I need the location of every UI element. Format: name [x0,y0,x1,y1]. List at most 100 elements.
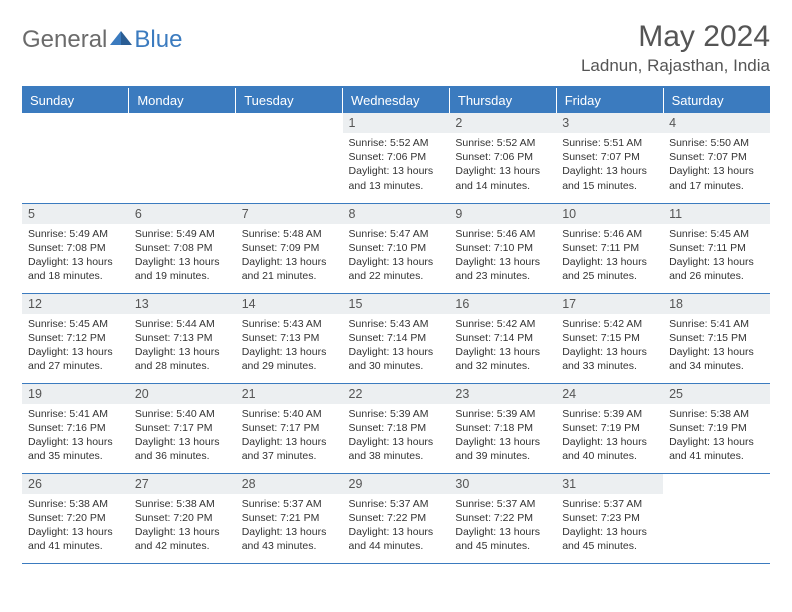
day-details: Sunrise: 5:41 AMSunset: 7:15 PMDaylight:… [663,314,770,378]
weekday-header: Sunday [22,87,129,113]
calendar-day-cell: 18Sunrise: 5:41 AMSunset: 7:15 PMDayligh… [663,293,770,383]
day-number: 21 [236,384,343,404]
calendar-day-cell: 21Sunrise: 5:40 AMSunset: 7:17 PMDayligh… [236,383,343,473]
calendar-day-cell: 2Sunrise: 5:52 AMSunset: 7:06 PMDaylight… [449,113,556,203]
day-details: Sunrise: 5:39 AMSunset: 7:18 PMDaylight:… [449,404,556,468]
title-block: May 2024 Ladnun, Rajasthan, India [581,20,770,76]
day-number: 31 [556,474,663,494]
calendar-day-cell: 27Sunrise: 5:38 AMSunset: 7:20 PMDayligh… [129,473,236,563]
day-details: Sunrise: 5:43 AMSunset: 7:13 PMDaylight:… [236,314,343,378]
location: Ladnun, Rajasthan, India [581,56,770,76]
day-number: 20 [129,384,236,404]
calendar-day-cell: 28Sunrise: 5:37 AMSunset: 7:21 PMDayligh… [236,473,343,563]
calendar-day-cell: 8Sunrise: 5:47 AMSunset: 7:10 PMDaylight… [343,203,450,293]
day-details: Sunrise: 5:46 AMSunset: 7:11 PMDaylight:… [556,224,663,288]
day-details: Sunrise: 5:48 AMSunset: 7:09 PMDaylight:… [236,224,343,288]
day-details: Sunrise: 5:52 AMSunset: 7:06 PMDaylight:… [449,133,556,197]
day-number: 6 [129,204,236,224]
weekday-header: Saturday [663,87,770,113]
calendar-week-row: 26Sunrise: 5:38 AMSunset: 7:20 PMDayligh… [22,473,770,563]
calendar-week-row: 19Sunrise: 5:41 AMSunset: 7:16 PMDayligh… [22,383,770,473]
day-details: Sunrise: 5:39 AMSunset: 7:18 PMDaylight:… [343,404,450,468]
calendar-day-cell: 22Sunrise: 5:39 AMSunset: 7:18 PMDayligh… [343,383,450,473]
day-details: Sunrise: 5:40 AMSunset: 7:17 PMDaylight:… [129,404,236,468]
calendar-table: SundayMondayTuesdayWednesdayThursdayFrid… [22,86,770,564]
logo-text-blue: Blue [134,26,182,54]
calendar-day-cell: 3Sunrise: 5:51 AMSunset: 7:07 PMDaylight… [556,113,663,203]
calendar-day-cell: . [236,113,343,203]
calendar-day-cell: 20Sunrise: 5:40 AMSunset: 7:17 PMDayligh… [129,383,236,473]
calendar-day-cell: 31Sunrise: 5:37 AMSunset: 7:23 PMDayligh… [556,473,663,563]
calendar-day-cell: . [22,113,129,203]
day-number: 10 [556,204,663,224]
weekday-header: Wednesday [343,87,450,113]
calendar-day-cell: 12Sunrise: 5:45 AMSunset: 7:12 PMDayligh… [22,293,129,383]
day-number: 23 [449,384,556,404]
day-number: 22 [343,384,450,404]
calendar-day-cell: 4Sunrise: 5:50 AMSunset: 7:07 PMDaylight… [663,113,770,203]
day-details: Sunrise: 5:42 AMSunset: 7:14 PMDaylight:… [449,314,556,378]
day-number: 13 [129,294,236,314]
calendar-day-cell: 26Sunrise: 5:38 AMSunset: 7:20 PMDayligh… [22,473,129,563]
weekday-header: Monday [129,87,236,113]
day-details: Sunrise: 5:42 AMSunset: 7:15 PMDaylight:… [556,314,663,378]
day-number: 19 [22,384,129,404]
day-details: Sunrise: 5:38 AMSunset: 7:20 PMDaylight:… [22,494,129,558]
calendar-day-cell: . [663,473,770,563]
day-number: 15 [343,294,450,314]
calendar-day-cell: 23Sunrise: 5:39 AMSunset: 7:18 PMDayligh… [449,383,556,473]
day-number: 30 [449,474,556,494]
calendar-day-cell: 9Sunrise: 5:46 AMSunset: 7:10 PMDaylight… [449,203,556,293]
calendar-day-cell: 11Sunrise: 5:45 AMSunset: 7:11 PMDayligh… [663,203,770,293]
day-number: 16 [449,294,556,314]
day-details: Sunrise: 5:43 AMSunset: 7:14 PMDaylight:… [343,314,450,378]
calendar-day-cell: 15Sunrise: 5:43 AMSunset: 7:14 PMDayligh… [343,293,450,383]
day-details: Sunrise: 5:45 AMSunset: 7:12 PMDaylight:… [22,314,129,378]
day-details: Sunrise: 5:38 AMSunset: 7:19 PMDaylight:… [663,404,770,468]
calendar-day-cell: 16Sunrise: 5:42 AMSunset: 7:14 PMDayligh… [449,293,556,383]
logo: General Blue [22,26,182,54]
day-details: Sunrise: 5:46 AMSunset: 7:10 PMDaylight:… [449,224,556,288]
day-number: 9 [449,204,556,224]
day-details: Sunrise: 5:52 AMSunset: 7:06 PMDaylight:… [343,133,450,197]
day-number: 18 [663,294,770,314]
calendar-week-row: 5Sunrise: 5:49 AMSunset: 7:08 PMDaylight… [22,203,770,293]
day-number: 8 [343,204,450,224]
day-details: Sunrise: 5:40 AMSunset: 7:17 PMDaylight:… [236,404,343,468]
day-details: Sunrise: 5:44 AMSunset: 7:13 PMDaylight:… [129,314,236,378]
day-number: 14 [236,294,343,314]
day-number: 2 [449,113,556,133]
day-number: 26 [22,474,129,494]
calendar-day-cell: 17Sunrise: 5:42 AMSunset: 7:15 PMDayligh… [556,293,663,383]
day-details: Sunrise: 5:38 AMSunset: 7:20 PMDaylight:… [129,494,236,558]
day-number: 5 [22,204,129,224]
month-title: May 2024 [581,20,770,54]
day-details: Sunrise: 5:41 AMSunset: 7:16 PMDaylight:… [22,404,129,468]
header: General Blue May 2024 Ladnun, Rajasthan,… [22,20,770,76]
calendar-day-cell: 25Sunrise: 5:38 AMSunset: 7:19 PMDayligh… [663,383,770,473]
day-number: 24 [556,384,663,404]
calendar-body: ...1Sunrise: 5:52 AMSunset: 7:06 PMDayli… [22,113,770,563]
calendar-day-cell: 5Sunrise: 5:49 AMSunset: 7:08 PMDaylight… [22,203,129,293]
calendar-day-cell: . [129,113,236,203]
calendar-header-row: SundayMondayTuesdayWednesdayThursdayFrid… [22,87,770,113]
calendar-day-cell: 30Sunrise: 5:37 AMSunset: 7:22 PMDayligh… [449,473,556,563]
day-number: 3 [556,113,663,133]
day-number: 7 [236,204,343,224]
day-details: Sunrise: 5:45 AMSunset: 7:11 PMDaylight:… [663,224,770,288]
day-details: Sunrise: 5:39 AMSunset: 7:19 PMDaylight:… [556,404,663,468]
day-details: Sunrise: 5:51 AMSunset: 7:07 PMDaylight:… [556,133,663,197]
day-details: Sunrise: 5:37 AMSunset: 7:22 PMDaylight:… [343,494,450,558]
calendar-day-cell: 10Sunrise: 5:46 AMSunset: 7:11 PMDayligh… [556,203,663,293]
calendar-day-cell: 19Sunrise: 5:41 AMSunset: 7:16 PMDayligh… [22,383,129,473]
logo-triangle-icon [110,29,132,45]
day-number: 28 [236,474,343,494]
calendar-day-cell: 24Sunrise: 5:39 AMSunset: 7:19 PMDayligh… [556,383,663,473]
day-number: 17 [556,294,663,314]
calendar-day-cell: 13Sunrise: 5:44 AMSunset: 7:13 PMDayligh… [129,293,236,383]
day-details: Sunrise: 5:50 AMSunset: 7:07 PMDaylight:… [663,133,770,197]
day-number: 12 [22,294,129,314]
weekday-header: Tuesday [236,87,343,113]
calendar-day-cell: 29Sunrise: 5:37 AMSunset: 7:22 PMDayligh… [343,473,450,563]
weekday-header: Friday [556,87,663,113]
